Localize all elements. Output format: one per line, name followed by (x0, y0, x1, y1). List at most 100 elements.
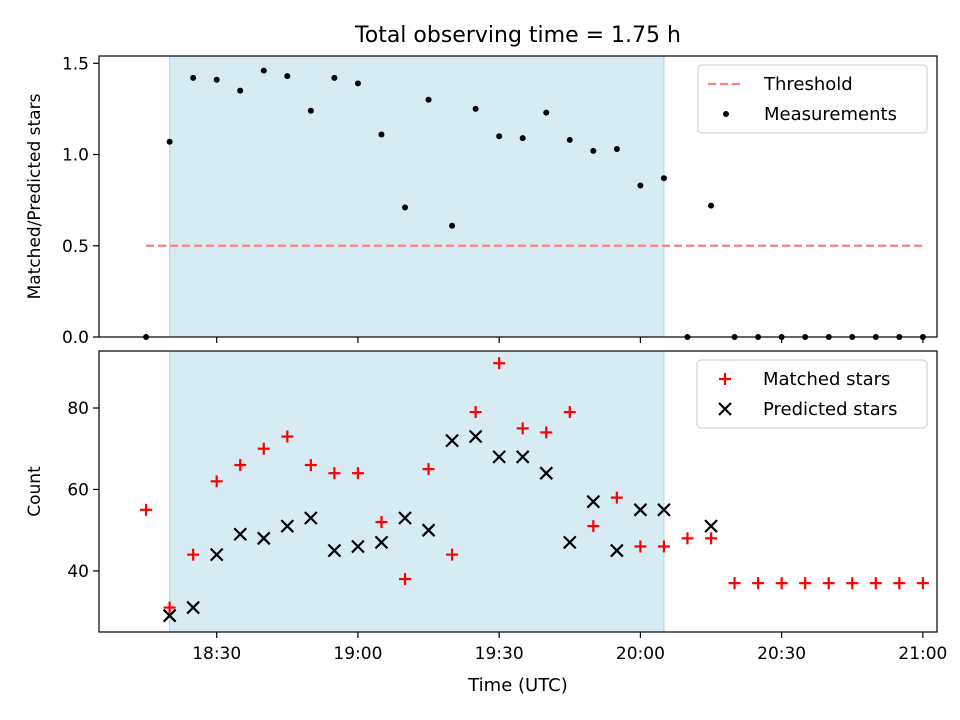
count-point-0-0 (140, 503, 153, 516)
count-legend: Matched stars Predicted stars (696, 359, 928, 429)
count-point-1-17-b (563, 535, 577, 550)
count-point-1-15-b (515, 450, 530, 464)
count-point-1-9-b (374, 535, 389, 550)
ratio-legend-swatch-1 (723, 111, 729, 117)
count-point-1-17 (563, 535, 577, 550)
count-point-0-27 (775, 577, 788, 590)
count-point-1-4 (256, 531, 271, 546)
ratio-point-0-3 (213, 76, 220, 83)
count-point-1-22 (704, 519, 718, 533)
count-point-1-3 (233, 527, 248, 542)
count-point-0-28 (799, 577, 812, 590)
count-point-0-15 (493, 357, 506, 370)
count-point-1-14 (492, 450, 506, 464)
count-point-0-6 (281, 430, 294, 443)
count-point-0-3 (210, 475, 223, 488)
count-panel: 40 60 80 18:30 19:00 19:30 20:00 20:30 21:00 Coun… (25, 350, 947, 664)
count-point-0-19 (587, 520, 600, 533)
count-point-1-20-b (633, 503, 648, 517)
count-point-1-21 (657, 503, 671, 517)
count-point-0-16 (516, 422, 529, 435)
count-point-1-5-b (280, 519, 295, 533)
count-point-1-10-b (398, 511, 412, 525)
count-ytick-label-2: 80 (67, 399, 89, 419)
count-point-0-4 (234, 459, 247, 472)
ratio-point-0-7 (307, 107, 314, 114)
ratio-point-0-20 (613, 146, 620, 153)
count-frame (98, 350, 938, 633)
count-point-0-14 (469, 406, 482, 419)
ratio-observing-span (169, 55, 665, 338)
count-observing-span (169, 350, 665, 633)
count-point-0-25 (728, 577, 741, 590)
ratio-point-0-19 (590, 147, 597, 154)
count-point-0-30 (846, 577, 859, 590)
ratio-point-0-9 (354, 80, 361, 87)
count-series-1 (162, 429, 718, 623)
ratio-point-0-4 (237, 87, 244, 94)
count-point-0-12 (422, 463, 435, 476)
count-point-0-29 (822, 577, 835, 590)
count-point-0-11 (399, 573, 412, 586)
ratio-point-0-6 (284, 73, 291, 80)
count-legend-swatch-1-b (718, 402, 732, 416)
ratio-point-0-5 (260, 67, 267, 74)
count-ytick-label-0: 40 (67, 562, 89, 582)
count-series-0 (140, 357, 929, 614)
count-point-0-10 (375, 516, 388, 529)
ratio-point-0-22 (660, 175, 667, 182)
ratio-point-0-17 (543, 109, 550, 116)
count-point-1-8 (351, 539, 365, 554)
count-xtick-label-5: 21:00 (898, 644, 947, 664)
ratio-ytick-label-2: 1.0 (62, 146, 89, 166)
count-legend-label-1: Predicted stars (763, 399, 897, 420)
count-point-1-16 (539, 466, 554, 480)
ratio-point-0-1 (166, 138, 173, 145)
ratio-point-0-8 (331, 74, 338, 81)
count-xtick-label-3: 20:00 (616, 644, 665, 664)
count-xtick-label-4: 20:30 (757, 644, 806, 664)
ratio-point-0-15 (496, 133, 503, 140)
count-point-0-21 (634, 540, 647, 553)
count-point-1-19 (610, 543, 624, 558)
count-legend-box (696, 359, 928, 429)
count-point-0-22 (657, 540, 670, 553)
count-point-0-9 (351, 467, 364, 480)
count-point-1-15 (515, 450, 530, 464)
count-point-0-8 (328, 467, 341, 480)
ratio-point-0-21 (637, 182, 644, 189)
count-point-1-10 (398, 511, 412, 525)
count-point-0-31 (869, 577, 882, 590)
ratio-legend-label-0: Threshold (763, 74, 853, 95)
count-point-1-13-b (468, 429, 483, 444)
count-point-1-7 (327, 543, 342, 558)
ratio-point-0-13 (449, 222, 456, 229)
count-point-1-9 (374, 535, 389, 550)
count-point-1-14-b (492, 450, 506, 464)
count-xtick-label-0: 18:30 (192, 644, 241, 664)
count-point-1-1 (186, 600, 200, 615)
count-legend-swatch-0 (719, 373, 731, 385)
ratio-point-0-18 (566, 136, 573, 143)
ratio-legend-box (697, 64, 928, 134)
count-point-1-16-b (539, 466, 554, 480)
ratio-point-0-16 (519, 135, 526, 142)
count-point-0-17 (540, 426, 553, 439)
ratio-legend: Threshold Measurements (697, 64, 928, 134)
count-point-1-19-b (610, 543, 624, 558)
count-point-0-5 (257, 442, 270, 455)
count-point-1-21-b (657, 503, 671, 517)
count-point-1-18-b (586, 494, 601, 509)
count-point-1-6-b (304, 511, 318, 525)
count-point-1-1-b (186, 600, 200, 615)
count-point-1-8-b (351, 539, 365, 554)
ratio-ytick-label-3: 1.5 (62, 54, 89, 74)
ratio-point-0-24 (708, 202, 715, 209)
count-legend-label-0: Matched stars (763, 369, 890, 390)
count-point-1-4-b (256, 531, 271, 546)
count-point-1-11-b (421, 523, 436, 537)
count-point-0-23 (681, 532, 694, 545)
count-point-0-18 (563, 406, 576, 419)
count-point-1-20 (633, 503, 648, 517)
